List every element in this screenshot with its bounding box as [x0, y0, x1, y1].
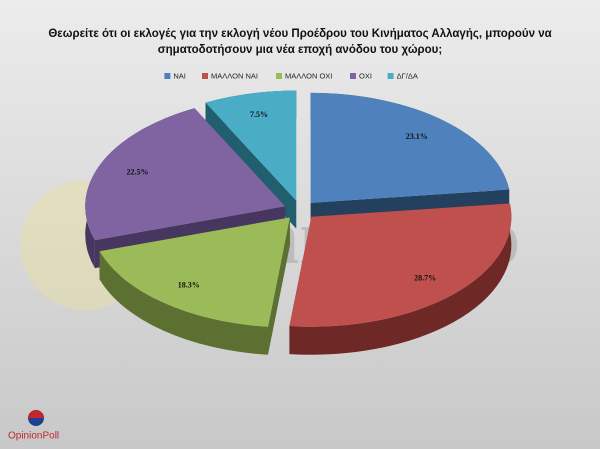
chart-title: σηματοδοτήσουν μια νέα εποχή ανόδου του …	[158, 44, 442, 56]
legend: ΝΑΙ ΜΑΛΛΟΝ ΝΑΙ ΜΑΛΛΟΝ ΟΧΙ ΟΧΙ ΔΓ/ΔΑ	[164, 71, 418, 80]
data-label: 23.1%	[406, 132, 428, 141]
legend-swatch	[164, 73, 171, 79]
data-label: 18.3%	[178, 280, 200, 289]
pie-slice	[99, 217, 290, 327]
data-label: 22.5%	[126, 167, 148, 176]
pie-slice	[289, 203, 512, 327]
data-labels: 23.1% 28.7% 18.3% 22.5% 7.5%	[126, 110, 436, 290]
slice-side	[99, 251, 268, 355]
legend-label: ΔΓ/ΔΑ	[397, 71, 418, 80]
logo-text: OpinionPoll	[8, 431, 59, 442]
pie-tops	[85, 90, 512, 327]
legend-label: ΜΑΛΛΟΝ ΝΑΙ	[211, 71, 258, 80]
data-label: 28.7%	[414, 273, 436, 282]
pie-slice	[85, 108, 286, 241]
slice-side	[289, 203, 512, 355]
legend-label: ΝΑΙ	[173, 71, 186, 80]
pie-slice	[205, 90, 297, 201]
legend-swatch	[276, 73, 282, 79]
legend-label: ΜΑΛΛΟΝ ΟΧΙ	[285, 71, 332, 80]
slice-wall	[267, 217, 290, 355]
legend-swatch	[387, 73, 394, 79]
chart-title: Θεωρείτε ότι οι εκλογές για την εκλογή ν…	[48, 28, 551, 40]
data-label: 7.5%	[250, 110, 268, 119]
legend-swatch	[202, 73, 208, 79]
legend-label: ΟΧΙ	[359, 71, 372, 80]
logo-icon	[28, 410, 44, 418]
legend-swatch	[350, 73, 356, 79]
pie-slice	[310, 92, 510, 203]
